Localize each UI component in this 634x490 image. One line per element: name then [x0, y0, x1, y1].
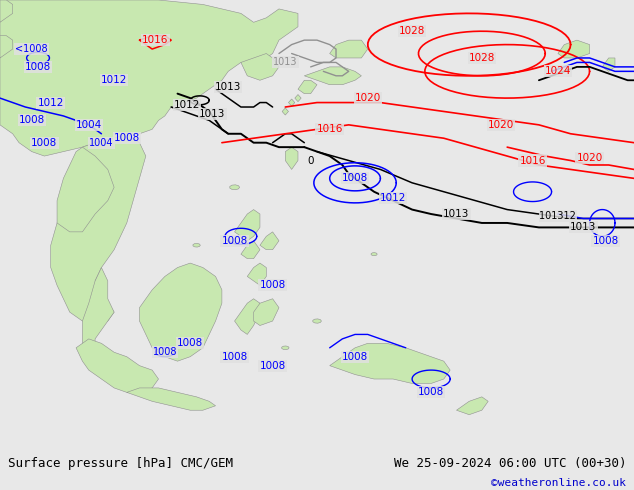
Polygon shape — [57, 147, 114, 232]
Text: 1013: 1013 — [570, 222, 597, 232]
Text: We 25-09-2024 06:00 UTC (00+30): We 25-09-2024 06:00 UTC (00+30) — [394, 457, 626, 470]
Text: 1016: 1016 — [519, 155, 546, 166]
Polygon shape — [235, 299, 260, 334]
Text: 1013: 1013 — [199, 109, 226, 119]
Text: 0: 0 — [307, 155, 314, 166]
Text: 1008: 1008 — [259, 280, 286, 291]
Text: 1020: 1020 — [488, 120, 514, 130]
Polygon shape — [260, 232, 279, 250]
Text: 1013: 1013 — [443, 209, 470, 219]
Polygon shape — [235, 210, 260, 241]
Text: 1012: 1012 — [380, 194, 406, 203]
Text: 1012: 1012 — [174, 100, 200, 110]
Text: ©weatheronline.co.uk: ©weatheronline.co.uk — [491, 478, 626, 488]
Text: 1008: 1008 — [418, 388, 444, 397]
Text: 1016: 1016 — [316, 124, 343, 134]
Text: 1012: 1012 — [37, 98, 64, 108]
Polygon shape — [139, 263, 222, 361]
Text: 1008: 1008 — [177, 338, 204, 348]
Polygon shape — [371, 253, 377, 256]
Polygon shape — [558, 40, 590, 58]
Polygon shape — [298, 80, 317, 94]
Text: 1013: 1013 — [273, 57, 297, 68]
Text: 1008: 1008 — [153, 347, 177, 357]
Text: 1016: 1016 — [142, 35, 169, 45]
Polygon shape — [230, 185, 240, 190]
Text: 1013: 1013 — [215, 82, 242, 92]
Text: 1020: 1020 — [354, 93, 381, 103]
Polygon shape — [313, 319, 321, 323]
Polygon shape — [282, 108, 288, 115]
Polygon shape — [288, 99, 295, 106]
Text: 1008: 1008 — [342, 173, 368, 183]
Text: 1004: 1004 — [89, 138, 113, 147]
Polygon shape — [304, 67, 361, 85]
Text: 1008: 1008 — [113, 133, 140, 143]
Text: 1008: 1008 — [25, 62, 51, 72]
Polygon shape — [241, 53, 279, 80]
Text: 1008: 1008 — [221, 352, 248, 362]
Text: <1008: <1008 — [15, 44, 48, 54]
Polygon shape — [330, 40, 368, 58]
Text: 1008: 1008 — [31, 138, 58, 147]
Polygon shape — [247, 263, 266, 285]
Polygon shape — [295, 95, 301, 101]
Text: 1004: 1004 — [75, 120, 102, 130]
Polygon shape — [127, 388, 216, 410]
Text: 1028: 1028 — [469, 53, 495, 63]
Polygon shape — [456, 397, 488, 415]
Polygon shape — [51, 134, 146, 325]
Polygon shape — [193, 244, 200, 247]
Polygon shape — [0, 36, 13, 58]
Text: 1008: 1008 — [18, 115, 45, 125]
Polygon shape — [76, 339, 158, 392]
Polygon shape — [0, 0, 13, 22]
Text: 1008: 1008 — [259, 361, 286, 370]
Text: 1020: 1020 — [576, 153, 603, 163]
Polygon shape — [82, 268, 114, 361]
Text: 1008: 1008 — [221, 236, 248, 246]
Text: 1008: 1008 — [342, 352, 368, 362]
Text: 1024: 1024 — [545, 66, 571, 76]
Polygon shape — [254, 299, 279, 325]
Polygon shape — [602, 58, 615, 72]
Polygon shape — [285, 147, 298, 170]
Polygon shape — [330, 343, 450, 384]
Polygon shape — [241, 241, 260, 259]
Text: 1008: 1008 — [592, 236, 619, 246]
Text: Surface pressure [hPa] CMC/GEM: Surface pressure [hPa] CMC/GEM — [8, 457, 233, 470]
Text: 1028: 1028 — [399, 26, 425, 36]
Text: 1013​12: 1013​12 — [540, 211, 576, 221]
Polygon shape — [281, 346, 289, 350]
Text: 1012: 1012 — [101, 75, 127, 85]
Polygon shape — [0, 0, 298, 156]
